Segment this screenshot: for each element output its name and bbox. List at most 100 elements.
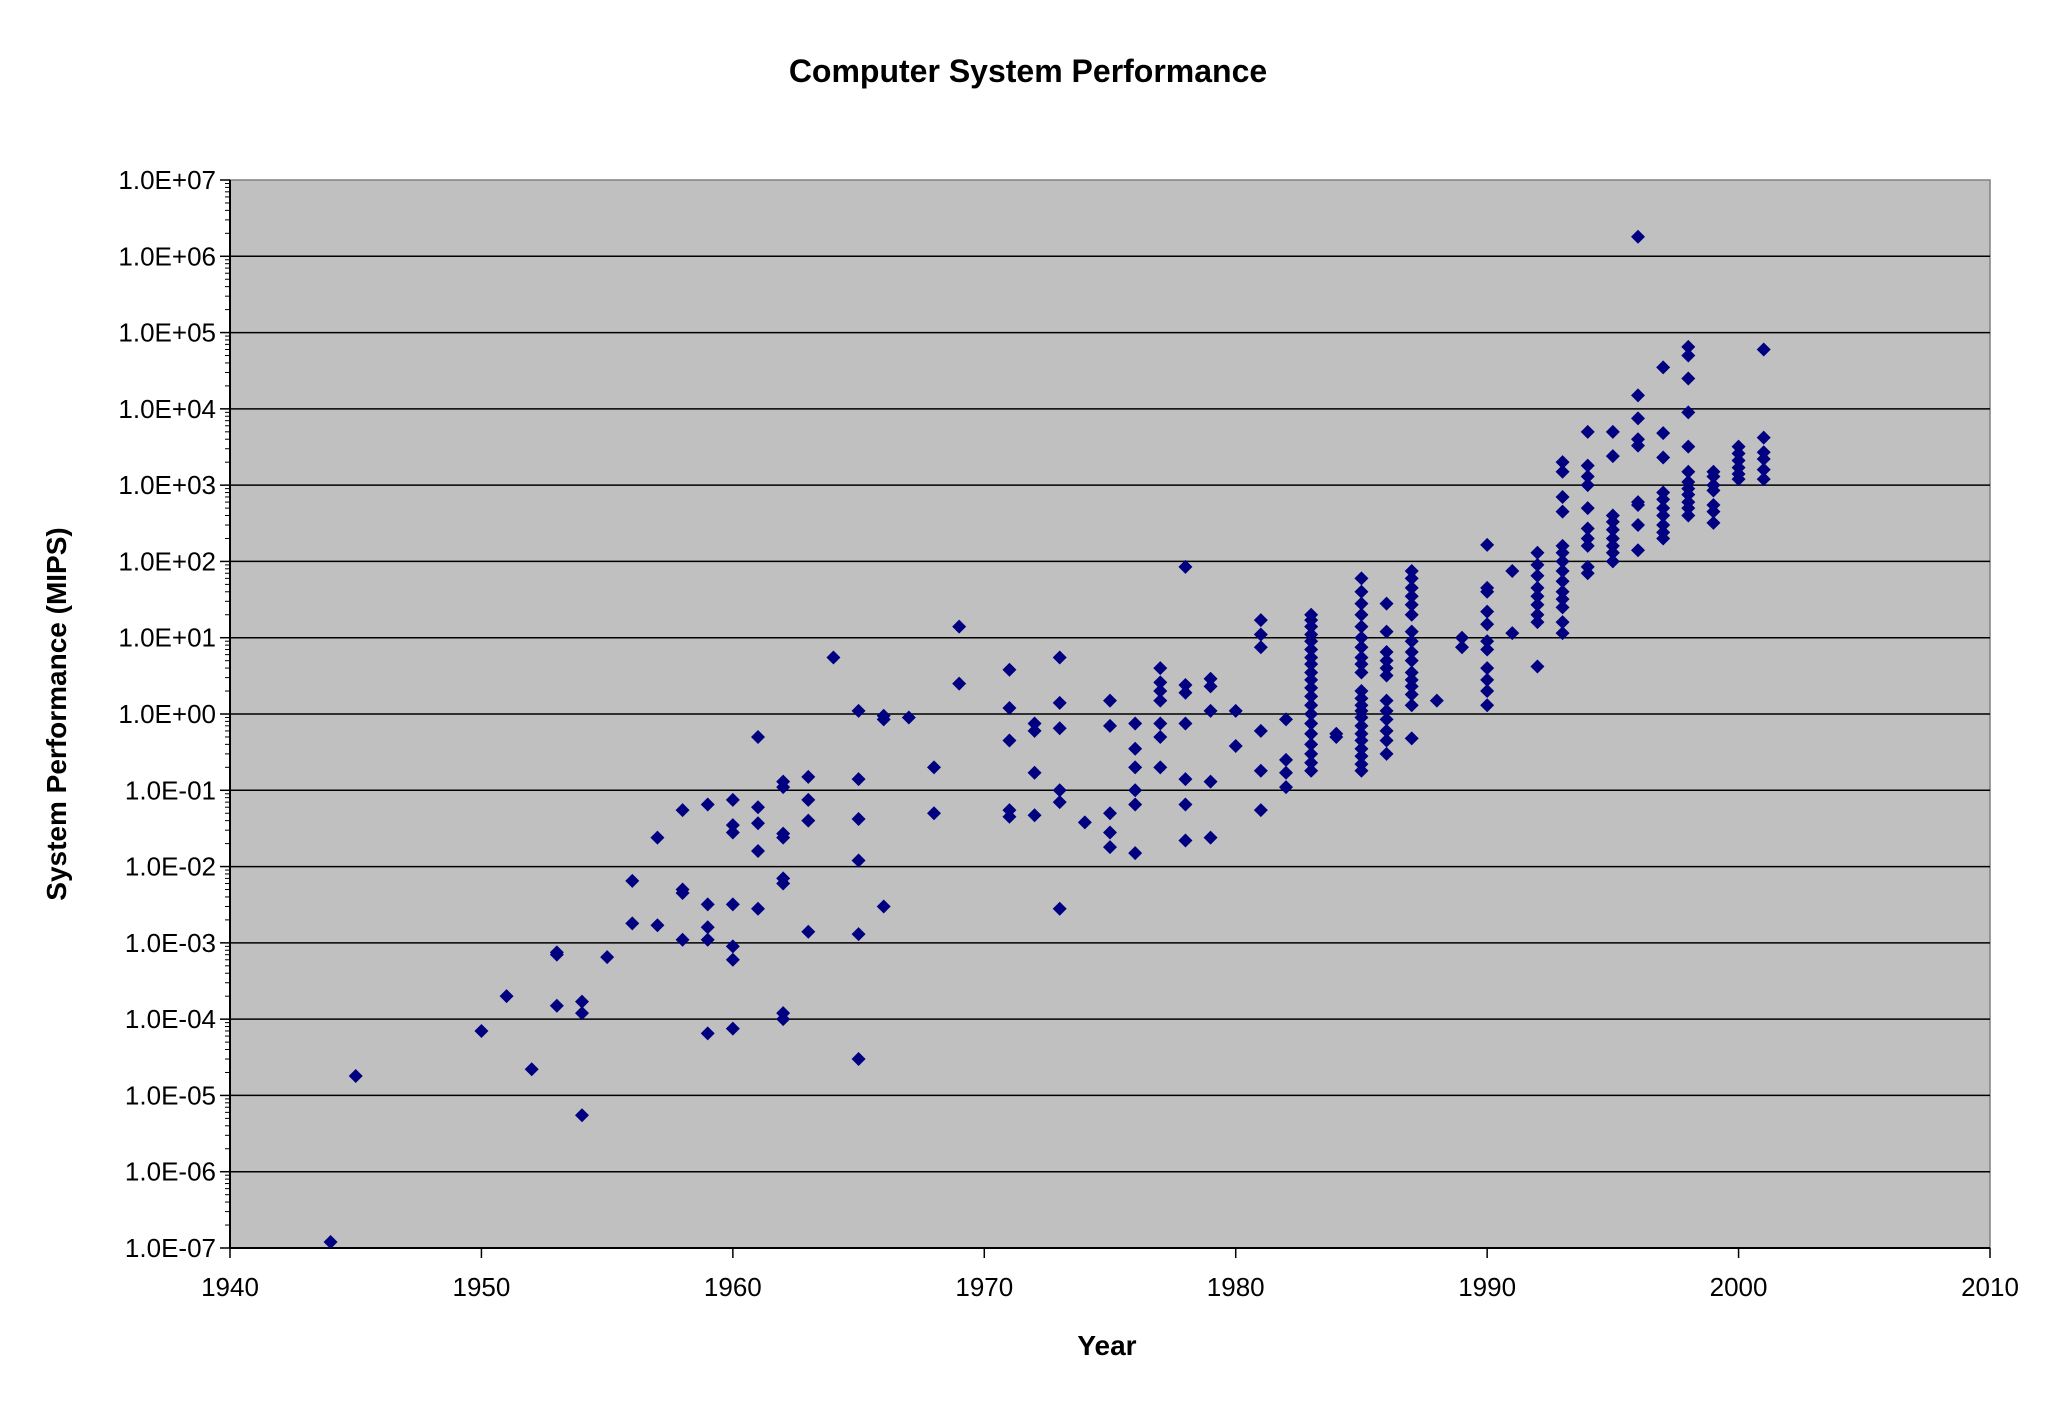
data-point: [700, 897, 715, 912]
data-point: [1304, 698, 1319, 713]
data-point: [1304, 680, 1319, 695]
data-point: [700, 932, 715, 947]
data-point: [1354, 763, 1369, 778]
data-point: [1304, 716, 1319, 731]
data-point: [1379, 746, 1394, 761]
data-point: [725, 939, 740, 954]
data-point: [1404, 571, 1419, 586]
data-point: [1706, 515, 1721, 530]
data-point: [1631, 438, 1645, 453]
data-point: [1178, 716, 1193, 731]
data-point: [1304, 642, 1319, 657]
data-point: [1077, 815, 1092, 830]
data-point: [1480, 584, 1495, 599]
data-point: [1480, 617, 1495, 632]
data-point: [1656, 518, 1671, 533]
data-point: [1706, 469, 1721, 484]
data-point: [1580, 478, 1595, 493]
data-point: [1052, 695, 1067, 710]
data-point: [1178, 685, 1193, 700]
data-point: [1605, 514, 1620, 529]
data-point: [1103, 840, 1117, 855]
data-point: [1279, 780, 1293, 795]
data-point: [1404, 589, 1419, 604]
data-point: [1706, 483, 1721, 498]
data-point: [1480, 537, 1495, 552]
data-point: [1379, 712, 1394, 727]
data-point: [1052, 795, 1067, 810]
data-point: [1379, 703, 1394, 718]
data-point: [901, 710, 916, 725]
data-point: [1656, 501, 1671, 516]
data-point: [1631, 518, 1645, 533]
y-tick-label: 1.0E-05: [125, 1080, 216, 1110]
data-point: [1153, 693, 1168, 708]
data-point: [927, 760, 941, 775]
data-point: [751, 816, 765, 831]
y-tick-label: 1.0E-07: [125, 1233, 216, 1263]
data-point: [1555, 455, 1570, 470]
x-axis-title: Year: [1077, 1330, 1136, 1361]
data-point: [1555, 600, 1570, 615]
y-tick-label: 1.0E+04: [118, 394, 216, 424]
data-point: [1480, 661, 1495, 676]
data-point: [851, 927, 866, 942]
data-point: [1304, 755, 1319, 770]
data-point: [1153, 729, 1168, 744]
data-point: [1354, 741, 1369, 756]
data-point: [575, 1108, 589, 1123]
data-point: [1555, 504, 1570, 519]
data-point: [1580, 458, 1595, 473]
data-point: [1681, 405, 1696, 420]
data-point: [1404, 679, 1419, 694]
data-point: [1228, 703, 1243, 718]
data-point: [1756, 462, 1771, 477]
y-tick-label: 1.0E+00: [118, 699, 216, 729]
data-point: [1580, 531, 1595, 546]
data-point: [1681, 371, 1696, 386]
data-point: [1153, 661, 1168, 676]
data-point: [776, 876, 791, 891]
data-point: [524, 1062, 539, 1077]
data-point: [1404, 624, 1419, 639]
data-point: [1404, 580, 1419, 595]
data-point: [1656, 360, 1671, 375]
chart-title: Computer System Performance: [789, 53, 1267, 89]
data-point: [1153, 760, 1168, 775]
data-point: [1756, 452, 1771, 467]
data-point: [1706, 504, 1721, 519]
x-tick-label: 1940: [201, 1272, 259, 1302]
data-point: [1052, 901, 1067, 916]
data-point: [1178, 677, 1193, 692]
data-point: [1253, 627, 1268, 642]
data-point: [927, 806, 941, 821]
y-tick-label: 1.0E+07: [118, 165, 216, 195]
data-point: [776, 780, 791, 795]
data-point: [1153, 675, 1168, 690]
data-point: [1354, 657, 1369, 672]
data-point: [650, 830, 665, 845]
data-point: [1656, 531, 1671, 546]
data-point: [1404, 653, 1419, 668]
data-point: [1530, 615, 1545, 630]
data-point: [1128, 846, 1143, 861]
data-point: [549, 998, 564, 1013]
data-point: [1580, 538, 1595, 553]
data-point: [826, 650, 841, 665]
data-point: [1681, 501, 1696, 516]
data-point: [1480, 604, 1495, 619]
data-point: [1631, 497, 1645, 512]
data-point: [1253, 640, 1268, 655]
data-point: [1404, 607, 1419, 622]
data-point: [1304, 707, 1319, 721]
data-point: [1379, 624, 1394, 639]
data-point: [725, 818, 740, 833]
data-point: [1379, 693, 1394, 708]
data-point: [1002, 733, 1017, 748]
data-point: [1304, 763, 1319, 778]
data-point: [1354, 640, 1369, 655]
data-point: [575, 1006, 589, 1021]
data-point: [625, 916, 640, 931]
data-point: [801, 813, 816, 828]
data-point: [1530, 659, 1545, 674]
